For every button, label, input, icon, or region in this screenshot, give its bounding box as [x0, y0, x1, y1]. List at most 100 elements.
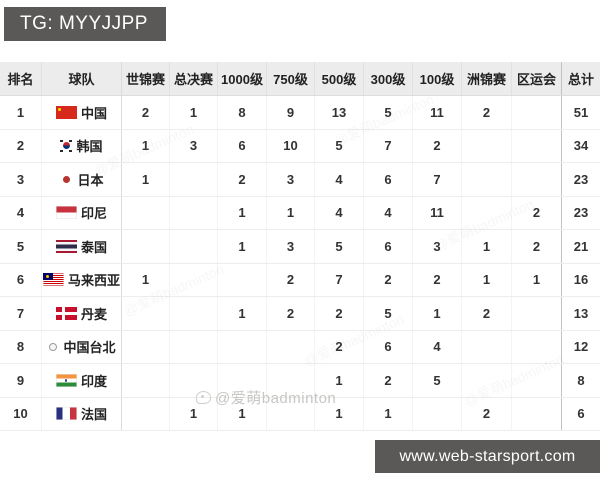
total-cell: 12	[573, 339, 589, 355]
total-cell: 23	[573, 205, 589, 221]
team-name: 中国	[80, 105, 107, 121]
value-cell	[122, 196, 170, 229]
value-cell	[122, 230, 170, 263]
value-cell	[413, 397, 462, 430]
tg-badge: TG: MYYJJPP	[4, 7, 166, 41]
rank-cell: 8	[0, 330, 42, 363]
value-cell: 1	[512, 263, 562, 296]
value-cell	[512, 397, 562, 430]
team-name: 中国台北	[63, 340, 116, 356]
value-cell	[462, 364, 512, 397]
value-cell	[170, 297, 218, 330]
website-url: www.web-starsport.com	[399, 447, 576, 465]
value-cell: 7	[315, 263, 364, 296]
column-header: 球队	[42, 62, 122, 95]
value-cell: 5	[364, 96, 413, 129]
value-cell: 13	[315, 96, 364, 129]
fr-flag-icon	[55, 407, 77, 421]
team-cell: 中国台北	[42, 330, 122, 363]
value-cell: 5	[315, 230, 364, 263]
value-cell: 1	[462, 230, 512, 263]
value-cell: 2	[512, 230, 562, 263]
column-header: 500级	[315, 62, 364, 95]
dk-flag-icon	[55, 306, 77, 320]
th-flag-icon	[55, 239, 77, 253]
value-cell: 8	[218, 96, 267, 129]
value-cell	[218, 330, 267, 363]
value-cell: 6	[364, 330, 413, 363]
kr-flag-icon	[60, 139, 73, 152]
value-cell: 3	[413, 230, 462, 263]
value-cell: 2	[364, 364, 413, 397]
team-cell: 马来西亚	[42, 263, 122, 296]
value-cell: 2	[364, 263, 413, 296]
value-cell: 7	[413, 163, 462, 196]
column-header: 排名	[0, 62, 42, 95]
value-cell	[218, 364, 267, 397]
value-cell	[122, 364, 170, 397]
rank-cell: 9	[0, 364, 42, 397]
value-cell: 1	[364, 397, 413, 430]
rank-cell: 3	[0, 163, 42, 196]
value-cell	[170, 364, 218, 397]
value-cell: 10	[267, 129, 315, 162]
value-cell: 5	[315, 129, 364, 162]
rank-cell: 5	[0, 230, 42, 263]
value-cell: 1	[218, 230, 267, 263]
standings-table: 排名 球队 世锦赛 总决赛 1000级 750级 500级 300级 100级 洲锦赛 区运会 总计 …	[0, 62, 600, 431]
value-cell: 2	[462, 397, 512, 430]
value-cell: 11	[413, 96, 462, 129]
rank-cell: 4	[0, 196, 42, 229]
value-cell	[512, 330, 562, 363]
table-row: 1 中国 2 1 8 9 13 5 11 2 51	[0, 96, 600, 130]
value-cell	[170, 196, 218, 229]
column-header: 1000级	[218, 62, 267, 95]
team-cell: 韩国	[42, 129, 122, 162]
value-cell: 1	[122, 129, 170, 162]
value-cell	[267, 364, 315, 397]
team-cell: 日本	[42, 163, 122, 196]
value-cell: 3	[267, 163, 315, 196]
value-cell: 4	[315, 163, 364, 196]
rank-cell: 2	[0, 129, 42, 162]
table-row: 2 韩国 1 3 6 10 5 7 2 34	[0, 129, 600, 163]
team-cell: 印尼	[42, 196, 122, 229]
value-cell	[170, 230, 218, 263]
table-body: 1 中国 2 1 8 9 13 5 11 2 51 2 韩国 1 3 6 10 5 7 2 34 3 日本 1 2 3 4 6 7 23 4…	[0, 96, 600, 431]
team-name: 泰国	[80, 239, 107, 255]
value-cell	[122, 397, 170, 430]
value-cell: 2	[315, 297, 364, 330]
value-cell: 1	[462, 263, 512, 296]
table-row: 4 印尼 1 1 4 4 11 2 23	[0, 196, 600, 230]
value-cell	[170, 263, 218, 296]
jp-flag-icon	[59, 173, 74, 186]
value-cell: 4	[315, 196, 364, 229]
my-flag-icon	[42, 273, 64, 287]
column-header: 总计	[567, 72, 594, 87]
value-cell	[512, 364, 562, 397]
rank-cell: 7	[0, 297, 42, 330]
value-cell: 3	[267, 230, 315, 263]
value-cell	[122, 330, 170, 363]
total-cell: 23	[573, 171, 589, 187]
team-cell: 泰国	[42, 230, 122, 263]
column-header: 750级	[267, 62, 315, 95]
value-cell	[122, 297, 170, 330]
table-row: 10 法国 1 1 1 1 2 6	[0, 397, 600, 431]
rank-cell: 6	[0, 263, 42, 296]
value-cell	[462, 163, 512, 196]
value-cell	[218, 263, 267, 296]
table-row: 7 丹麦 1 2 2 5 1 2 13	[0, 297, 600, 331]
total-cell: 51	[573, 104, 589, 120]
column-header: 世锦赛	[122, 62, 170, 95]
value-cell: 1	[315, 364, 364, 397]
value-cell: 4	[413, 330, 462, 363]
team-name: 丹麦	[80, 306, 107, 322]
table-header-row: 排名 球队 世锦赛 总决赛 1000级 750级 500级 300级 100级 洲锦赛 区运会 总计	[0, 62, 600, 96]
value-cell: 1	[122, 263, 170, 296]
value-cell: 1	[170, 397, 218, 430]
value-cell: 1	[267, 196, 315, 229]
value-cell	[462, 129, 512, 162]
team-cell: 中国	[42, 96, 122, 129]
